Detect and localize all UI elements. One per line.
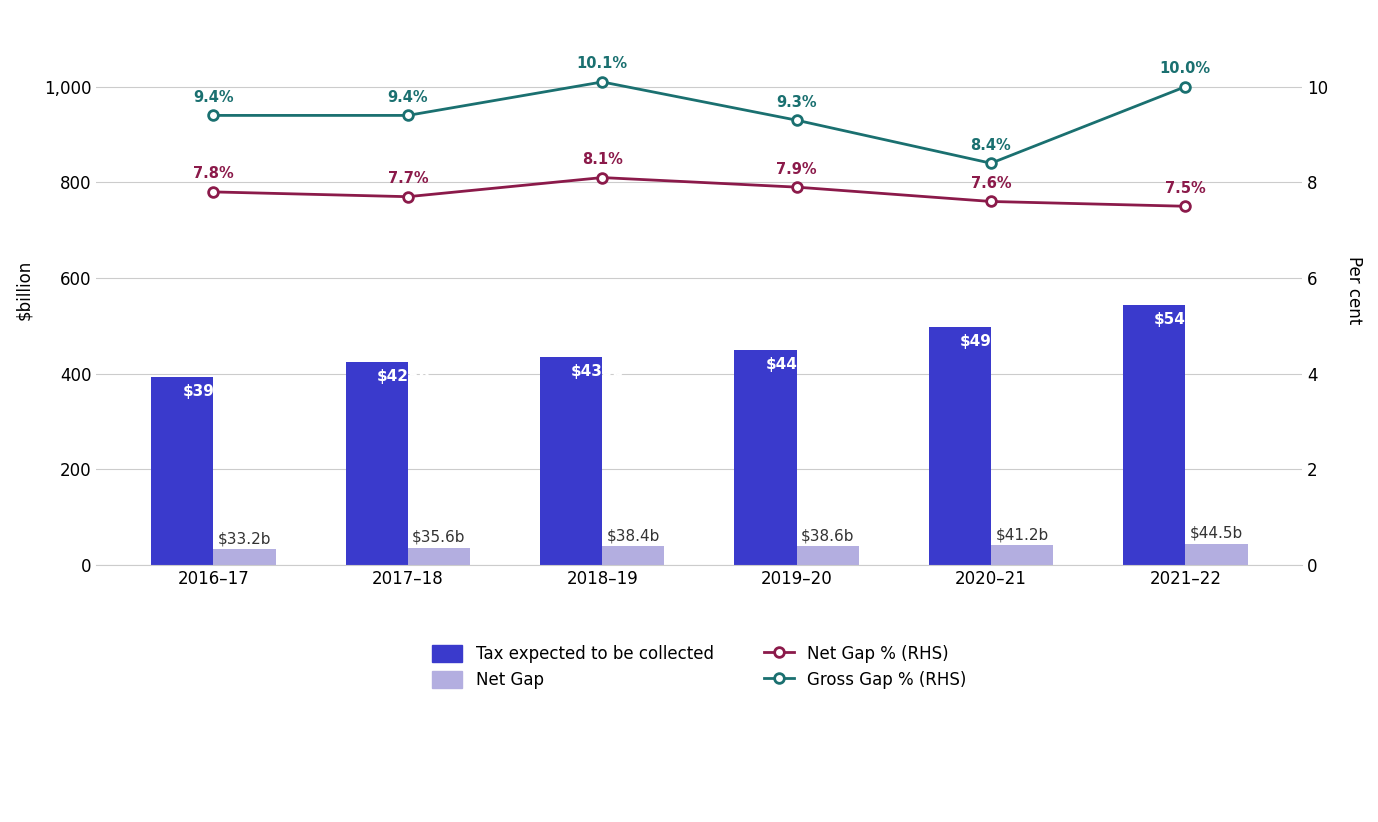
Text: 9.3%: 9.3% [776, 95, 817, 109]
Y-axis label: Per cent: Per cent [1345, 256, 1363, 324]
Gross Gap % (RHS) [400, 110, 416, 120]
Text: 10.0%: 10.0% [1160, 61, 1211, 76]
Text: $38.6b: $38.6b [801, 529, 854, 543]
Text: 9.4%: 9.4% [193, 90, 234, 105]
Text: 9.4%: 9.4% [387, 90, 429, 105]
Line: Net Gap % (RHS): Net Gap % (RHS) [208, 173, 1191, 211]
Text: 7.5%: 7.5% [1164, 181, 1206, 196]
Text: $41.2b: $41.2b [995, 527, 1049, 543]
Bar [214, 549, 276, 565]
Text: $449b: $449b [766, 358, 819, 372]
Text: 10.1%: 10.1% [576, 57, 628, 72]
Bar [734, 350, 796, 565]
Bar [929, 327, 991, 565]
Text: 8.4%: 8.4% [970, 138, 1011, 153]
Bar [796, 547, 858, 565]
Text: $35.6b: $35.6b [412, 530, 466, 545]
Bar [602, 547, 664, 565]
Text: 7.7%: 7.7% [387, 171, 429, 186]
Bar [991, 545, 1053, 565]
Line: Gross Gap % (RHS): Gross Gap % (RHS) [208, 77, 1191, 168]
Text: $38.4b: $38.4b [606, 529, 660, 543]
Net Gap % (RHS) [983, 196, 999, 206]
Bar [408, 547, 470, 565]
Bar [346, 362, 408, 565]
Legend: Tax expected to be collected, Net Gap, Net Gap % (RHS), Gross Gap % (RHS): Tax expected to be collected, Net Gap, N… [433, 644, 966, 690]
Gross Gap % (RHS) [983, 159, 999, 169]
Gross Gap % (RHS) [1177, 81, 1193, 91]
Bar [152, 377, 214, 565]
Text: $393b: $393b [182, 384, 236, 399]
Text: $33.2b: $33.2b [218, 531, 271, 546]
Text: $425b: $425b [376, 369, 430, 384]
Net Gap % (RHS) [205, 187, 222, 196]
Text: $497b: $497b [960, 335, 1013, 349]
Y-axis label: $billion: $billion [15, 260, 33, 320]
Text: 7.6%: 7.6% [970, 176, 1011, 191]
Bar [540, 357, 602, 565]
Bar [1123, 305, 1185, 565]
Net Gap % (RHS) [400, 192, 416, 201]
Net Gap % (RHS) [594, 173, 610, 182]
Net Gap % (RHS) [1177, 201, 1193, 211]
Text: $44.5b: $44.5b [1189, 526, 1243, 541]
Text: 8.1%: 8.1% [582, 152, 623, 167]
Gross Gap % (RHS) [788, 115, 805, 125]
Text: 7.9%: 7.9% [776, 162, 817, 177]
Text: $543b: $543b [1155, 312, 1207, 327]
Gross Gap % (RHS) [205, 110, 222, 120]
Bar [1185, 543, 1247, 565]
Gross Gap % (RHS) [594, 77, 610, 87]
Text: 7.8%: 7.8% [193, 166, 234, 182]
Text: $435b: $435b [570, 364, 624, 379]
Net Gap % (RHS) [788, 182, 805, 192]
